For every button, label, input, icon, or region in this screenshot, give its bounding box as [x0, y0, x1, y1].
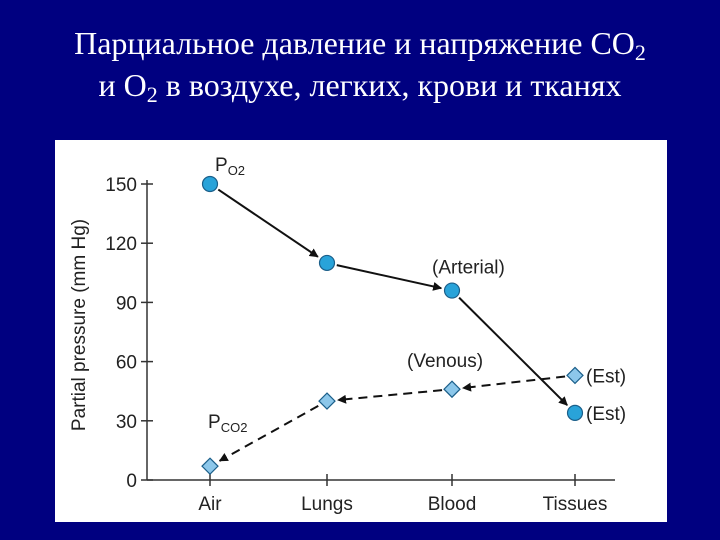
pco2-series-label: PCO2	[208, 412, 247, 435]
x-category-label: Tissues	[543, 494, 608, 515]
po2-annotation: (Est)	[586, 404, 626, 425]
po2-segment	[458, 296, 568, 406]
po2-point	[318, 254, 336, 272]
y-tick-label: 60	[116, 353, 137, 374]
po2-segment	[336, 264, 443, 291]
pco2-segment	[218, 405, 319, 462]
y-tick-label: 90	[116, 293, 137, 314]
po2-point	[566, 404, 584, 422]
pco2-annotation: (Venous)	[407, 351, 483, 372]
slide-title-line2: и O2 в воздухе, легких, крови и тканях	[98, 67, 622, 107]
pco2-point	[201, 457, 219, 476]
slide-title-line1: Парциальное давление и напряжение CO2	[74, 25, 646, 65]
y-tick-label: 120	[105, 234, 137, 255]
po2-point	[201, 175, 219, 193]
pco2-point	[566, 366, 584, 385]
pco2-point	[443, 380, 461, 399]
po2-series-label: PO2	[215, 155, 245, 178]
x-category-label: Blood	[428, 494, 477, 515]
po2-point	[443, 282, 461, 299]
y-tick-label: 150	[105, 175, 137, 196]
y-tick-label: 0	[126, 471, 137, 492]
partial-pressure-chart: Partial pressure (mm Hg) 0 30 60 90 120 150 Ai…	[69, 155, 626, 515]
pco2-segment	[462, 375, 566, 392]
slide-title: Парциальное давление и напряжение CO2 и …	[0, 22, 720, 106]
pco2-point	[318, 392, 336, 410]
y-axis-label: Partial pressure (mm Hg)	[69, 219, 90, 431]
x-category-label: Air	[198, 494, 222, 515]
pco2-segment	[337, 389, 443, 404]
po2-segment	[217, 188, 319, 258]
x-category-label: Lungs	[301, 494, 353, 515]
y-tick-label: 30	[116, 412, 137, 433]
pco2-annotation: (Est)	[586, 366, 626, 387]
chart-panel: Partial pressure (mm Hg) 0 30 60 90 120 150 Ai…	[55, 140, 667, 522]
po2-annotation: (Arterial)	[432, 258, 505, 279]
